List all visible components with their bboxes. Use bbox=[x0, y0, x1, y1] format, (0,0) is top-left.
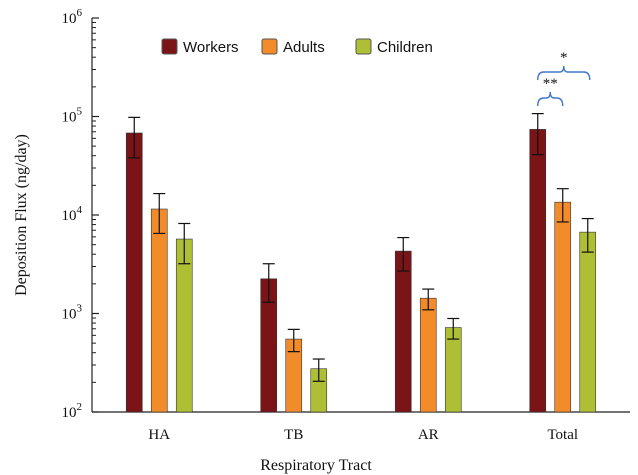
x-tick-label: HA bbox=[148, 427, 170, 443]
significance-annotations: *** bbox=[537, 50, 591, 107]
x-tick-label: Total bbox=[547, 427, 578, 443]
legend-swatch bbox=[261, 38, 278, 55]
bar bbox=[175, 238, 193, 413]
bars bbox=[125, 129, 597, 413]
legend-label: Adults bbox=[283, 39, 325, 56]
bar bbox=[419, 297, 437, 413]
bar bbox=[394, 250, 412, 413]
bar bbox=[554, 201, 572, 413]
bar bbox=[150, 208, 168, 413]
x-tick-label: TB bbox=[284, 427, 303, 443]
significance-double-label: ** bbox=[543, 76, 558, 92]
significance-single-label: * bbox=[560, 50, 568, 66]
x-tick-label: AR bbox=[418, 427, 439, 443]
significance-double-bracket bbox=[537, 91, 564, 107]
significance-single-bracket bbox=[537, 65, 591, 81]
error-bars bbox=[128, 113, 594, 382]
y-tick-label: 106 bbox=[62, 7, 83, 27]
bar bbox=[529, 129, 547, 413]
legend: Workers Adults Children bbox=[161, 38, 433, 56]
bar bbox=[125, 132, 143, 413]
bar bbox=[579, 231, 597, 413]
y-tick-label: 105 bbox=[62, 106, 83, 126]
legend-label: Children bbox=[377, 39, 433, 56]
legend-swatch bbox=[355, 38, 372, 55]
legend-swatch bbox=[161, 38, 178, 55]
legend-label: Workers bbox=[183, 39, 239, 56]
x-axis-label: Respiratory Tract bbox=[260, 457, 372, 474]
y-tick-label: 102 bbox=[62, 401, 83, 421]
y-axis-label: Deposition Flux (ng/day) bbox=[13, 134, 30, 296]
bar bbox=[444, 327, 462, 413]
y-tick-label: 104 bbox=[62, 204, 83, 224]
y-tick-label: 103 bbox=[62, 303, 83, 323]
